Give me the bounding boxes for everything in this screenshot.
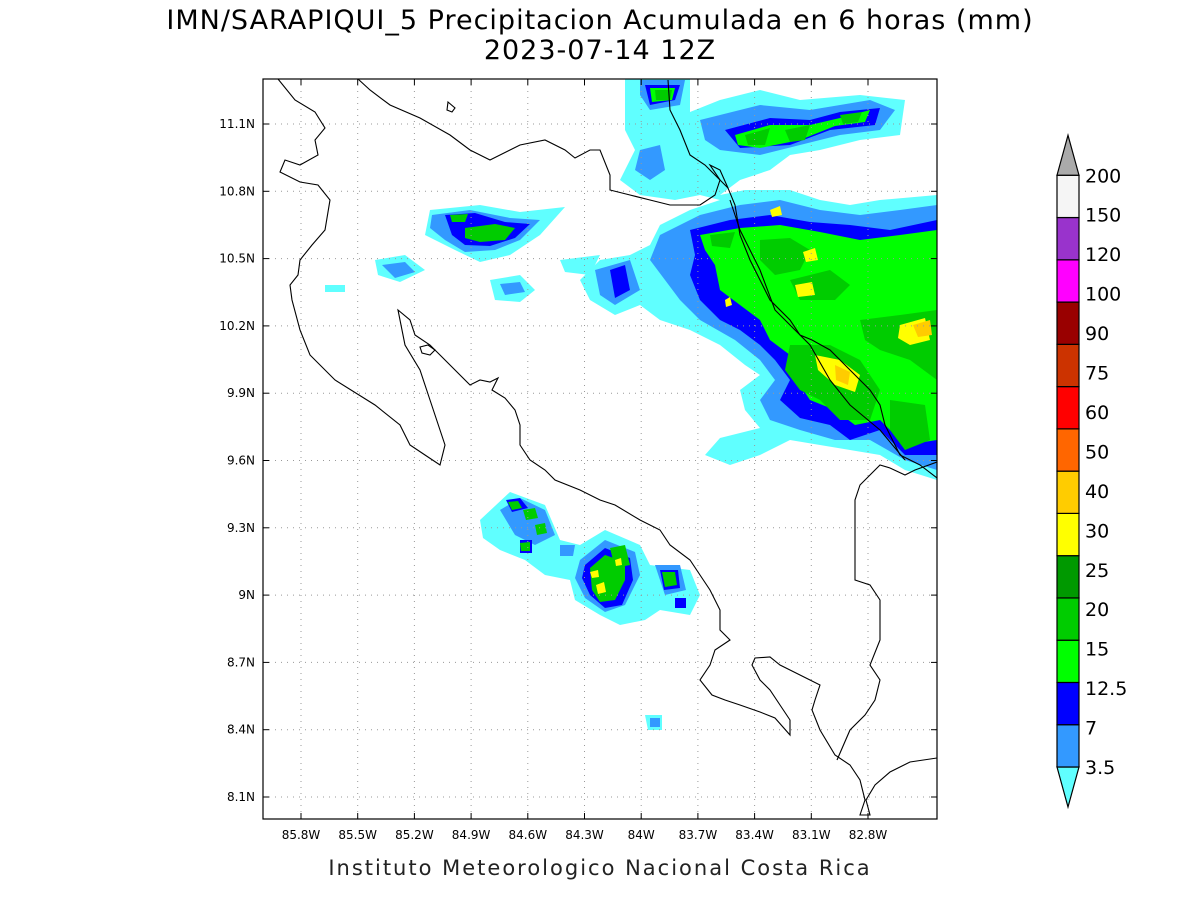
colorbar-label: 12.5 — [1085, 678, 1127, 700]
colorbar-label: 100 — [1085, 284, 1121, 306]
panama-border — [729, 199, 906, 461]
lon-tick-label: 82.8W — [849, 828, 888, 842]
lat-tick-label: 11.1N — [219, 117, 255, 131]
lat-tick-label: 9.9N — [227, 386, 255, 400]
lon-tick-label: 83.1W — [792, 828, 831, 842]
footer-credit: Instituto Meteorologico Nacional Costa R… — [328, 856, 872, 880]
coastline — [277, 79, 937, 816]
precip-area-green2 — [655, 90, 937, 450]
colorbar-label: 50 — [1085, 441, 1109, 463]
lon-tick-label: 83.7W — [679, 828, 718, 842]
colorbar-label: 120 — [1085, 244, 1121, 266]
lat-tick-label: 10.5N — [219, 252, 255, 266]
lon-tick-label: 84W — [628, 828, 655, 842]
lon-tick-label: 83.4W — [735, 828, 774, 842]
colorbar-cap-high — [1056, 133, 1080, 176]
colorbar-swatch — [1056, 301, 1080, 345]
panama-coast — [836, 461, 937, 761]
colorbar-swatch — [1056, 259, 1080, 303]
colorbar-swatch — [1056, 681, 1080, 726]
colorbar-swatch — [1056, 470, 1080, 514]
lon-tick-label: 84.6W — [509, 828, 548, 842]
lon-tick-label: 85.8W — [282, 828, 321, 842]
map-frame — [262, 78, 938, 820]
colorbar-swatch — [1056, 512, 1080, 557]
colorbar-swatch — [1056, 216, 1080, 261]
colorbar-label: 200 — [1085, 165, 1121, 187]
island — [419, 344, 436, 356]
colorbar-label: 20 — [1085, 599, 1109, 621]
lon-tick-label: 85.2W — [395, 828, 434, 842]
colorbar-label: 90 — [1085, 323, 1109, 345]
precip-area-south-cyan — [480, 492, 700, 730]
colorbar-cap-low — [1056, 766, 1080, 810]
colorbar-label: 60 — [1085, 402, 1109, 424]
colorbar-swatch — [1056, 597, 1080, 641]
colorbar-label: 75 — [1085, 363, 1109, 385]
colorbar-label: 7 — [1085, 718, 1097, 740]
colorbar-swatch — [1056, 639, 1080, 684]
nicaragua-border — [357, 79, 729, 206]
precip-area-central-cyan — [325, 205, 600, 302]
colorbar-label: 30 — [1085, 520, 1109, 542]
lat-tick-label: 10.8N — [219, 184, 255, 198]
precip-area-south-blue — [500, 498, 686, 727]
pacific-coast — [277, 79, 937, 816]
colorbar-swatch — [1056, 724, 1080, 768]
colorbar-label: 150 — [1085, 205, 1121, 227]
lat-tick-label: 9N — [238, 588, 255, 602]
colorbar-swatch — [1056, 386, 1080, 430]
lat-tick-label: 9.6N — [227, 454, 255, 468]
colorbar-swatch — [1056, 174, 1080, 219]
lon-tick-label: 84.9W — [452, 828, 491, 842]
lat-tick-label: 10.2N — [219, 319, 255, 333]
lon-tick-label: 85.5W — [338, 828, 377, 842]
lat-tick-label: 8.1N — [227, 790, 255, 804]
colorbar-label: 25 — [1085, 560, 1109, 582]
precip-area-orange — [835, 320, 932, 385]
lat-tick-label: 9.3N — [227, 521, 255, 535]
caribbean-coast — [667, 79, 937, 479]
lat-tick-label: 8.4N — [227, 723, 255, 737]
lat-tick-label: 8.7N — [227, 655, 255, 669]
colorbar-label: 3.5 — [1085, 757, 1115, 779]
map-gridlines — [263, 79, 937, 819]
colorbar-label: 15 — [1085, 639, 1109, 661]
colorbar-swatch — [1056, 343, 1080, 388]
colorbar-swatch — [1056, 555, 1080, 599]
map-axes: 11.1N 10.8N 10.5N 10.2N 9.9N 9.6N 9.3N 9N 8.7N 8.… — [219, 79, 937, 842]
colorbar-swatch — [1056, 428, 1080, 472]
colorbar: 3.5 7 12.5 15 20 25 30 40 50 60 75 90 100 120 150 200 — [1056, 133, 1127, 810]
map-title: IMN/SARAPIQUI_5 Precipitacion Acumulada … — [166, 5, 1034, 36]
precip-area-central-green — [450, 214, 515, 242]
precip-area-south-green — [508, 501, 677, 602]
precipitation-field — [325, 79, 937, 730]
map-subtitle: 2023-07-14 12Z — [483, 35, 717, 66]
colorbar-label: 40 — [1085, 481, 1109, 503]
lon-tick-label: 84.3W — [565, 828, 604, 842]
precip-area-south-yellow — [590, 558, 622, 594]
island-north — [446, 100, 456, 113]
